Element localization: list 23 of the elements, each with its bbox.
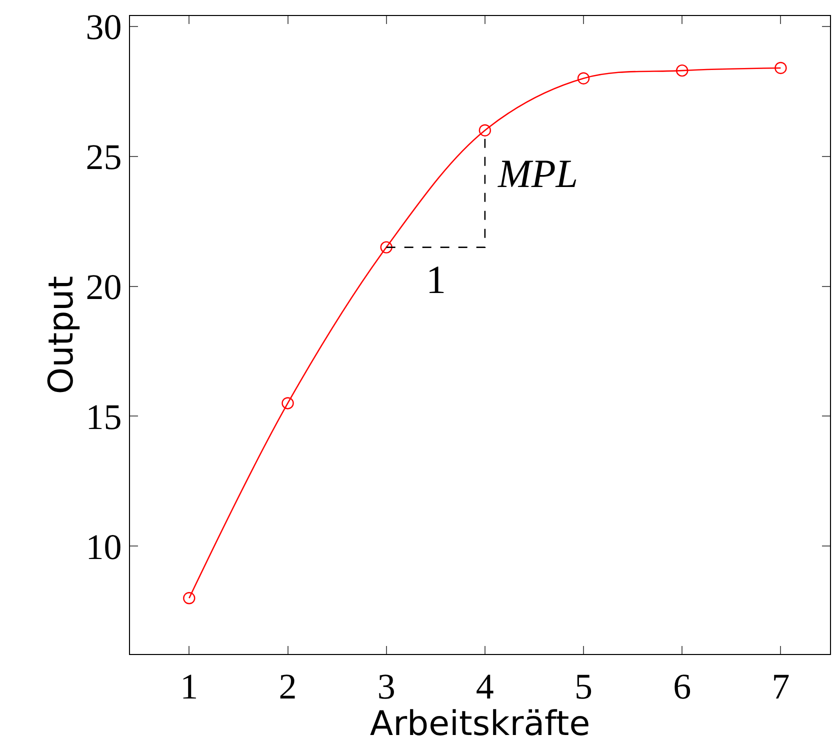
x-tick-label: 3 <box>377 666 396 706</box>
y-tick-label: 25 <box>86 136 122 177</box>
point <box>380 241 392 254</box>
x-tick-label: 5 <box>574 666 593 706</box>
y-tick-label: 10 <box>86 526 122 567</box>
point <box>282 397 294 410</box>
x-tick-label: 1 <box>180 666 198 706</box>
x-tick-label: 6 <box>673 666 692 706</box>
y-tick-label: 20 <box>86 266 122 307</box>
point <box>183 592 196 604</box>
x-axis-title: Arbeitskräfte <box>370 704 590 744</box>
x-tick-label: 4 <box>476 666 494 706</box>
y-tick-label: 30 <box>86 7 122 47</box>
annotation: MPL <box>497 151 578 196</box>
point <box>774 62 787 74</box>
y-tick-label: 15 <box>86 396 122 437</box>
point <box>676 64 688 77</box>
x-tick-label: 7 <box>772 666 790 706</box>
y-axis-title: Output <box>41 276 82 394</box>
annotation: 1 <box>426 257 446 302</box>
point <box>478 124 492 136</box>
x-tick-label: 2 <box>278 666 297 706</box>
point <box>577 72 590 84</box>
